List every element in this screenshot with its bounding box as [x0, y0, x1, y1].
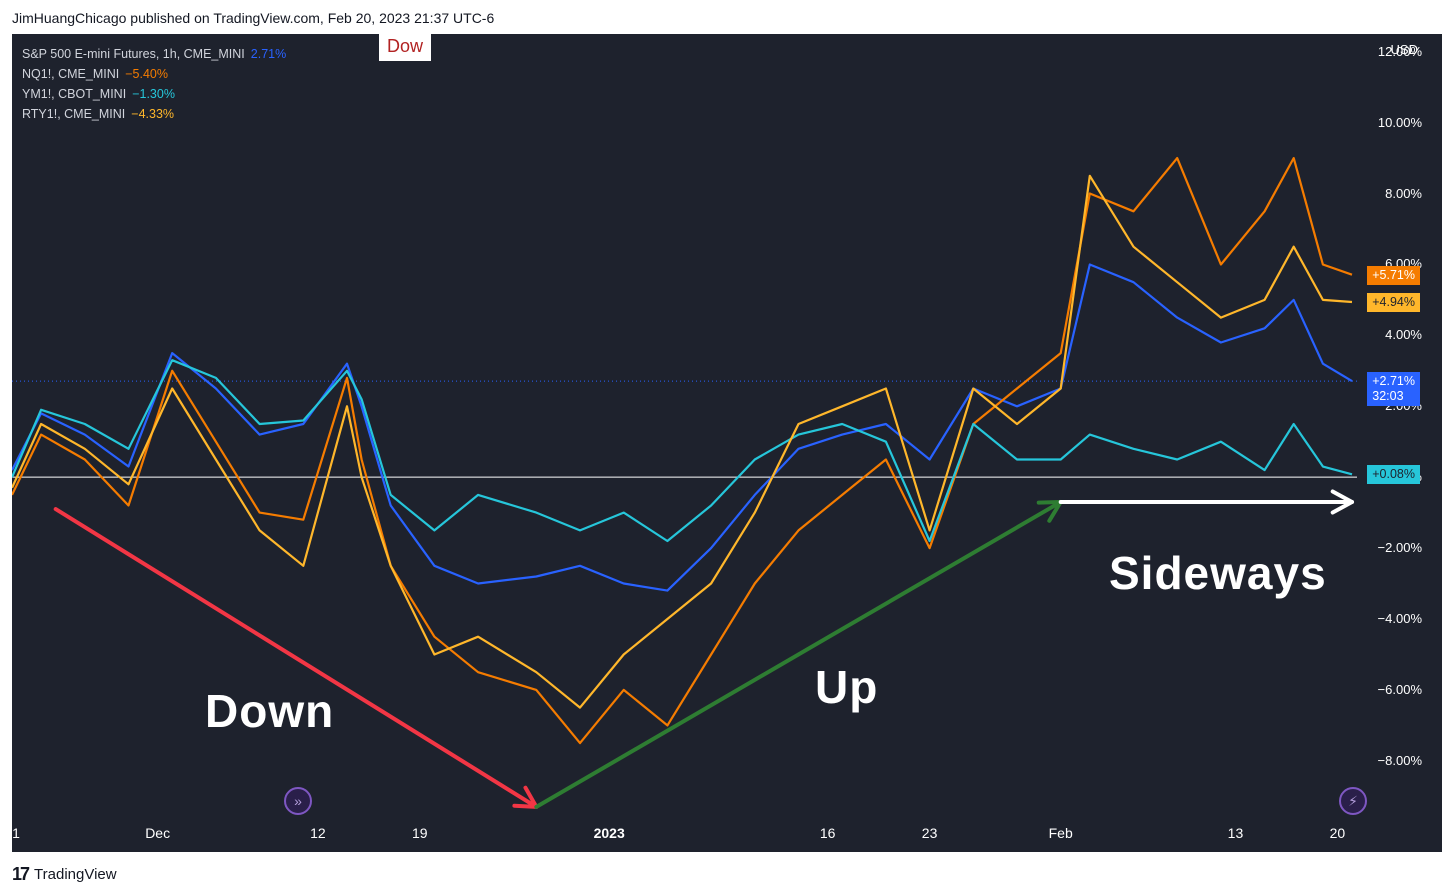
price-label-value: +5.71% [1372, 267, 1415, 282]
x-tick-label: 1 [12, 825, 20, 841]
publisher-line: JimHuangChicago published on TradingView… [12, 10, 495, 26]
series-line-1 [12, 156, 1353, 745]
arrow-up-shaft [534, 500, 1063, 809]
x-tick-label: 23 [921, 825, 938, 841]
dow-tag: Dow [379, 34, 432, 61]
x-tick-label: 12 [310, 825, 326, 841]
legend-label-nq: NQ1!, CME_MINI [22, 67, 120, 81]
price-label-countdown: 32:03 [1372, 389, 1404, 404]
series-line-3 [12, 174, 1353, 709]
legend-row-rty[interactable]: RTY1!, CME_MINI −4.33% [22, 104, 286, 124]
x-tick-label: 2023 [593, 825, 625, 841]
footer-brand[interactable]: TradingView [34, 866, 117, 883]
legend-row-sp500[interactable]: S&P 500 E-mini Futures, 1h, CME_MINI 2.71… [22, 44, 286, 64]
series-legend: S&P 500 E-mini Futures, 1h, CME_MINI 2.71… [22, 44, 286, 124]
y-tick-label: 10.00% [1377, 114, 1422, 130]
y-tick-label: 8.00% [1385, 185, 1422, 201]
lightning-icon[interactable]: ⚡ [1339, 787, 1367, 815]
tradingview-logo-icon[interactable]: 17 [12, 864, 30, 884]
legend-label-sp500: S&P 500 E-mini Futures, 1h, CME_MINI [22, 47, 245, 61]
y-tick-label: −8.00% [1377, 752, 1422, 768]
legend-label-ym: YM1!, CBOT_MINI [22, 87, 127, 101]
legend-value-ym: −1.30% [132, 87, 175, 101]
down-annotation: Down [205, 685, 335, 737]
up-annotation: Up [815, 661, 879, 713]
price-label: +5.71% [1367, 265, 1420, 285]
x-tick-label: 16 [819, 825, 836, 841]
sideways-annotation: Sideways [1109, 547, 1327, 599]
arrow-down-shaft [53, 507, 539, 809]
arrow-sideways-head [1330, 489, 1354, 515]
chart-area[interactable]: S&P 500 E-mini Futures, 1h, CME_MINI 2.71… [12, 34, 1442, 852]
currency-label[interactable]: USD [1390, 42, 1418, 57]
x-tick-label: Feb [1048, 825, 1073, 841]
x-tick-label: Dec [145, 825, 171, 841]
x-tick-label: 19 [412, 825, 428, 841]
y-tick-label: 12.00% [1377, 43, 1422, 59]
footer: 17 TradingView [12, 864, 117, 885]
y-tick-label: −4.00% [1377, 611, 1422, 626]
price-label: +4.94% [1367, 293, 1420, 313]
series-line-0 [12, 263, 1353, 592]
chart-svg [12, 156, 1357, 809]
y-tick-label: 4.00% [1385, 327, 1422, 343]
legend-row-ym[interactable]: YM1!, CBOT_MINI −1.30% [22, 84, 286, 104]
x-tick-label: 20 [1329, 825, 1346, 841]
price-label-value: +2.71% [1372, 374, 1415, 389]
legend-value-sp500: 2.71% [250, 47, 287, 61]
price-label-value: +0.08% [1372, 467, 1415, 482]
y-tick-label: −2.00% [1377, 540, 1422, 556]
legend-value-rty: −4.33% [131, 107, 175, 121]
legend-value-nq: −5.40% [125, 67, 168, 81]
x-tick-label: 13 [1227, 825, 1244, 841]
price-label-value: +4.94% [1372, 295, 1415, 310]
price-label: +0.08% [1367, 465, 1420, 485]
y-tick-label: −6.00% [1377, 681, 1422, 697]
fast-forward-icon[interactable]: » [284, 787, 312, 815]
price-label: +2.71% 32:03 [1367, 372, 1420, 407]
series-line-2 [12, 359, 1353, 543]
legend-row-nq[interactable]: NQ1!, CME_MINI −5.40% [22, 64, 286, 84]
legend-label-rty: RTY1!, CME_MINI [22, 107, 126, 121]
